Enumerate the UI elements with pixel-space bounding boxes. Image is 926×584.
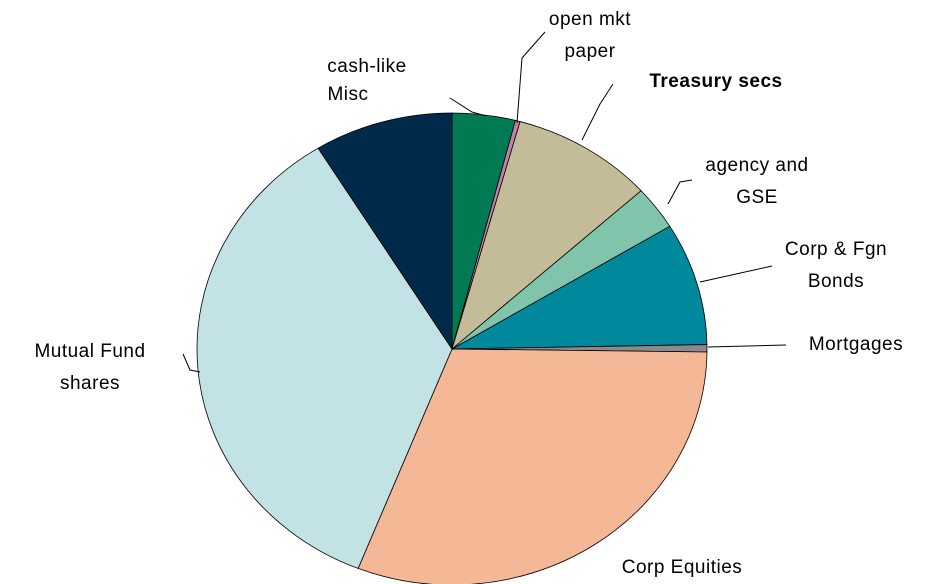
leader-line [707, 344, 787, 348]
leader-line [699, 265, 773, 283]
leader-line [581, 83, 614, 141]
slice-label: Misc [327, 84, 369, 105]
slice-label: Treasury secs [649, 71, 783, 92]
leader-lines [182, 31, 787, 373]
pie-slice [357, 348, 708, 584]
slice-label: cash-like [327, 56, 407, 77]
leader-line [667, 179, 693, 205]
slice-label: Mortgages [808, 334, 904, 355]
pie-slice [451, 121, 642, 351]
slice-label: Mutual Fund shares [34, 341, 146, 394]
leader-line [449, 97, 487, 117]
pie-slice [451, 225, 708, 350]
slice-label: open mkt paper [548, 9, 632, 62]
pie-slice [317, 112, 453, 351]
pie-slice [196, 147, 453, 569]
leader-line [182, 353, 201, 373]
slice-label: Corp Equities [621, 557, 743, 578]
slice-label: agency and GSE [705, 155, 809, 208]
leader-line [516, 31, 546, 124]
slice-label: Corp & Fgn Bonds [784, 239, 888, 292]
